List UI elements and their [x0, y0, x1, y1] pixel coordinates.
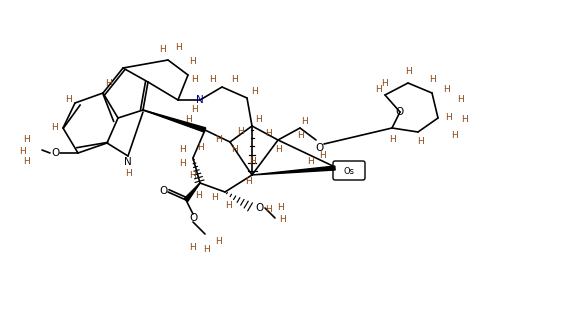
Text: O: O: [396, 107, 404, 117]
Text: H: H: [191, 75, 197, 85]
Text: H: H: [265, 205, 271, 214]
Text: H: H: [184, 115, 191, 124]
Text: H: H: [23, 135, 29, 145]
Text: H: H: [210, 75, 217, 85]
Text: H: H: [195, 191, 201, 200]
Text: H: H: [249, 157, 255, 167]
Text: N: N: [196, 95, 204, 105]
Text: H: H: [204, 246, 210, 254]
Text: H: H: [320, 151, 327, 159]
Text: H: H: [254, 115, 261, 124]
Text: H: H: [444, 113, 451, 122]
Text: H: H: [192, 106, 199, 114]
Text: H: H: [65, 95, 72, 103]
Text: H: H: [297, 132, 303, 141]
Text: H: H: [302, 118, 309, 126]
Text: H: H: [265, 129, 271, 137]
Text: O: O: [316, 143, 324, 153]
Polygon shape: [143, 110, 206, 132]
Text: H: H: [190, 170, 196, 179]
Polygon shape: [252, 166, 335, 175]
Text: N: N: [124, 157, 132, 167]
Text: H: H: [382, 78, 389, 87]
Text: H: H: [215, 237, 222, 247]
Text: H: H: [19, 147, 25, 156]
Text: H: H: [160, 45, 166, 54]
Text: H: H: [179, 158, 186, 168]
Text: H: H: [179, 145, 186, 155]
Text: H: H: [231, 145, 237, 155]
Text: H: H: [215, 135, 222, 145]
Text: H: H: [390, 135, 396, 145]
Text: H: H: [197, 144, 204, 153]
Text: H: H: [252, 87, 258, 97]
Text: O: O: [51, 148, 59, 158]
Text: H: H: [125, 168, 131, 178]
Text: H: H: [429, 75, 435, 85]
Text: H: H: [190, 244, 196, 252]
Text: H: H: [23, 156, 29, 166]
Text: H: H: [452, 131, 459, 140]
Text: O: O: [189, 213, 197, 223]
Text: H: H: [52, 123, 59, 133]
Text: Os: Os: [343, 167, 355, 176]
Text: H: H: [232, 75, 239, 85]
Text: H: H: [245, 178, 252, 187]
Text: H: H: [237, 128, 244, 136]
Text: H: H: [457, 96, 464, 105]
Text: H: H: [188, 57, 195, 66]
Text: H: H: [105, 79, 111, 88]
Text: H: H: [212, 193, 218, 202]
Polygon shape: [184, 183, 200, 202]
Text: H: H: [374, 86, 381, 95]
Text: O: O: [256, 203, 264, 213]
Text: H: H: [276, 203, 283, 213]
Text: O: O: [159, 186, 167, 196]
Text: H: H: [275, 145, 281, 155]
Text: H: H: [417, 137, 424, 146]
Text: H: H: [404, 67, 411, 76]
Text: H: H: [175, 43, 182, 52]
Text: H: H: [224, 201, 231, 210]
Text: H: H: [279, 215, 285, 225]
FancyBboxPatch shape: [333, 161, 365, 180]
Text: H: H: [307, 157, 314, 167]
Text: H: H: [444, 86, 451, 95]
Text: H: H: [461, 115, 468, 124]
